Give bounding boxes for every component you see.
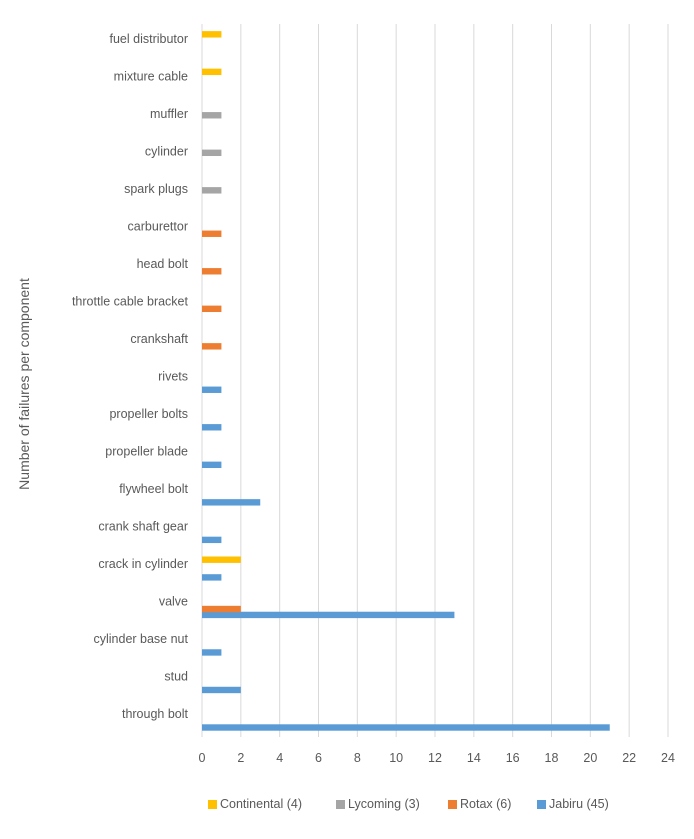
bar	[202, 461, 222, 469]
category-label: muffler	[150, 107, 188, 121]
x-tick-label: 18	[545, 751, 559, 765]
legend-item: Lycoming (3)	[336, 797, 420, 811]
bar	[202, 31, 222, 38]
legend-item: Jabiru (45)	[537, 797, 609, 811]
bar	[202, 499, 261, 506]
bars	[202, 31, 610, 731]
category-label: crank shaft gear	[98, 520, 188, 534]
x-tick-label: 6	[315, 751, 322, 765]
category-label: propeller bolts	[109, 407, 188, 421]
x-tick-label: 12	[428, 751, 442, 765]
bar	[202, 343, 222, 350]
legend-swatch	[448, 799, 457, 809]
bar	[202, 230, 222, 237]
bar	[202, 305, 222, 313]
bar	[202, 574, 222, 581]
bar	[202, 649, 222, 656]
category-label: spark plugs	[124, 182, 188, 196]
legend-item: Continental (4)	[208, 797, 302, 811]
legend-swatch	[537, 799, 546, 809]
bar	[202, 605, 241, 613]
category-label: flywheel bolt	[119, 482, 188, 496]
bar	[202, 187, 222, 194]
category-label: cylinder	[145, 144, 188, 158]
category-label: throttle cable bracket	[72, 294, 189, 308]
bar	[202, 686, 241, 694]
category-label: head bolt	[137, 257, 189, 271]
bar	[202, 386, 222, 393]
x-tick-label: 2	[237, 751, 244, 765]
bar	[202, 149, 222, 157]
category-label: cylinder base nut	[93, 632, 188, 646]
x-tick-label: 24	[661, 751, 675, 765]
category-label: propeller blade	[105, 445, 188, 459]
x-tick-label: 16	[506, 751, 520, 765]
x-tick-label: 22	[622, 751, 636, 765]
x-tick-label: 8	[354, 751, 361, 765]
category-label: crack in cylinder	[98, 557, 188, 571]
y-axis-title: Number of failures per component	[16, 278, 32, 490]
bar	[202, 536, 222, 544]
legend-label: Rotax (6)	[460, 797, 512, 811]
x-tick-label: 10	[389, 751, 403, 765]
x-tick-label: 20	[583, 751, 597, 765]
category-label: carburettor	[128, 219, 188, 233]
category-labels: through bolt stud cylinder base nut valve cr…	[72, 32, 189, 721]
bar	[202, 112, 222, 119]
x-tick-label: 4	[276, 751, 283, 765]
bar	[202, 268, 222, 275]
category-label: mixture cable	[114, 69, 188, 83]
legend-label: Jabiru (45)	[549, 797, 609, 811]
category-label: through bolt	[122, 707, 189, 721]
x-tick-label: 0	[199, 751, 206, 765]
bar	[202, 556, 241, 563]
bar	[202, 724, 610, 731]
category-label: rivets	[158, 370, 188, 384]
legend-label: Continental (4)	[220, 797, 302, 811]
category-label: crankshaft	[130, 332, 188, 346]
gridlines	[201, 24, 669, 737]
x-tick-label: 14	[467, 751, 481, 765]
legend-item: Rotax (6)	[448, 797, 511, 811]
bar	[202, 611, 455, 619]
category-label: valve	[159, 595, 188, 609]
legend-label: Lycoming (3)	[348, 797, 420, 811]
legend-swatch	[208, 799, 217, 809]
category-label: fuel distributor	[109, 32, 188, 46]
category-label: stud	[164, 670, 188, 684]
legend-swatch	[336, 799, 345, 809]
x-axis-ticks: 0 2 4 6 8 10 12 14 16 18 20 22 24	[199, 751, 675, 765]
bar	[202, 424, 222, 431]
bar	[202, 68, 222, 76]
